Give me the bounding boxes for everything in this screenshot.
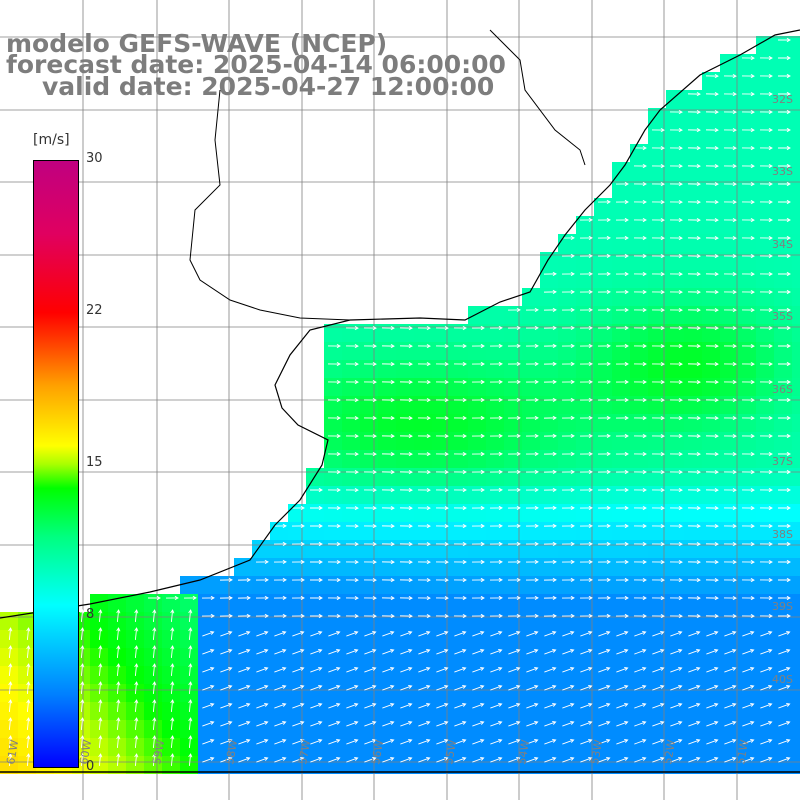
lon-label: 58W [223, 739, 240, 766]
lat-label: 37S [772, 455, 793, 468]
lon-label: 60W [77, 739, 94, 766]
lat-label: 36S [772, 383, 793, 396]
valid-date: valid date: 2025-04-27 12:00:00 [42, 72, 495, 101]
lat-label: 35S [772, 310, 793, 323]
model-title: modelo GEFS-WAVE (NCEP) [6, 29, 388, 58]
lon-label: 55W [442, 739, 459, 766]
lat-label: 38S [772, 528, 793, 541]
lon-label: 59W [150, 739, 167, 766]
land-border [489, 29, 586, 166]
colorbar-tick-15: 15 [86, 455, 103, 470]
colorbar-tick-8: 8 [86, 607, 95, 622]
colorbar-tick-22: 22 [86, 303, 103, 318]
lat-label: 40S [772, 673, 793, 686]
coastline [0, 29, 800, 619]
land-border [189, 89, 351, 321]
lon-label: 53W [588, 739, 605, 766]
lat-label: 34S [772, 238, 793, 251]
lat-label: 39S [772, 600, 793, 613]
colorbar [33, 160, 79, 768]
lon-label: 56W [369, 739, 386, 766]
lon-label: 54W [515, 739, 532, 766]
lat-label: 32S [772, 93, 793, 106]
wind-speed-cells [0, 36, 800, 774]
forecast-date: forecast date: 2025-04-14 06:00:00 [6, 50, 506, 79]
colorbar-unit: [m/s] [33, 132, 70, 148]
wind-arrows [8, 37, 791, 767]
colorbar-tick-0: 0 [86, 759, 95, 774]
lon-label: 52W [661, 739, 678, 766]
lon-label: 61W [4, 739, 21, 766]
lon-label: 57W [296, 739, 313, 766]
lat-label: 33S [772, 165, 793, 178]
colorbar-tick-30: 30 [86, 151, 103, 166]
lon-label: 51W [734, 739, 751, 766]
